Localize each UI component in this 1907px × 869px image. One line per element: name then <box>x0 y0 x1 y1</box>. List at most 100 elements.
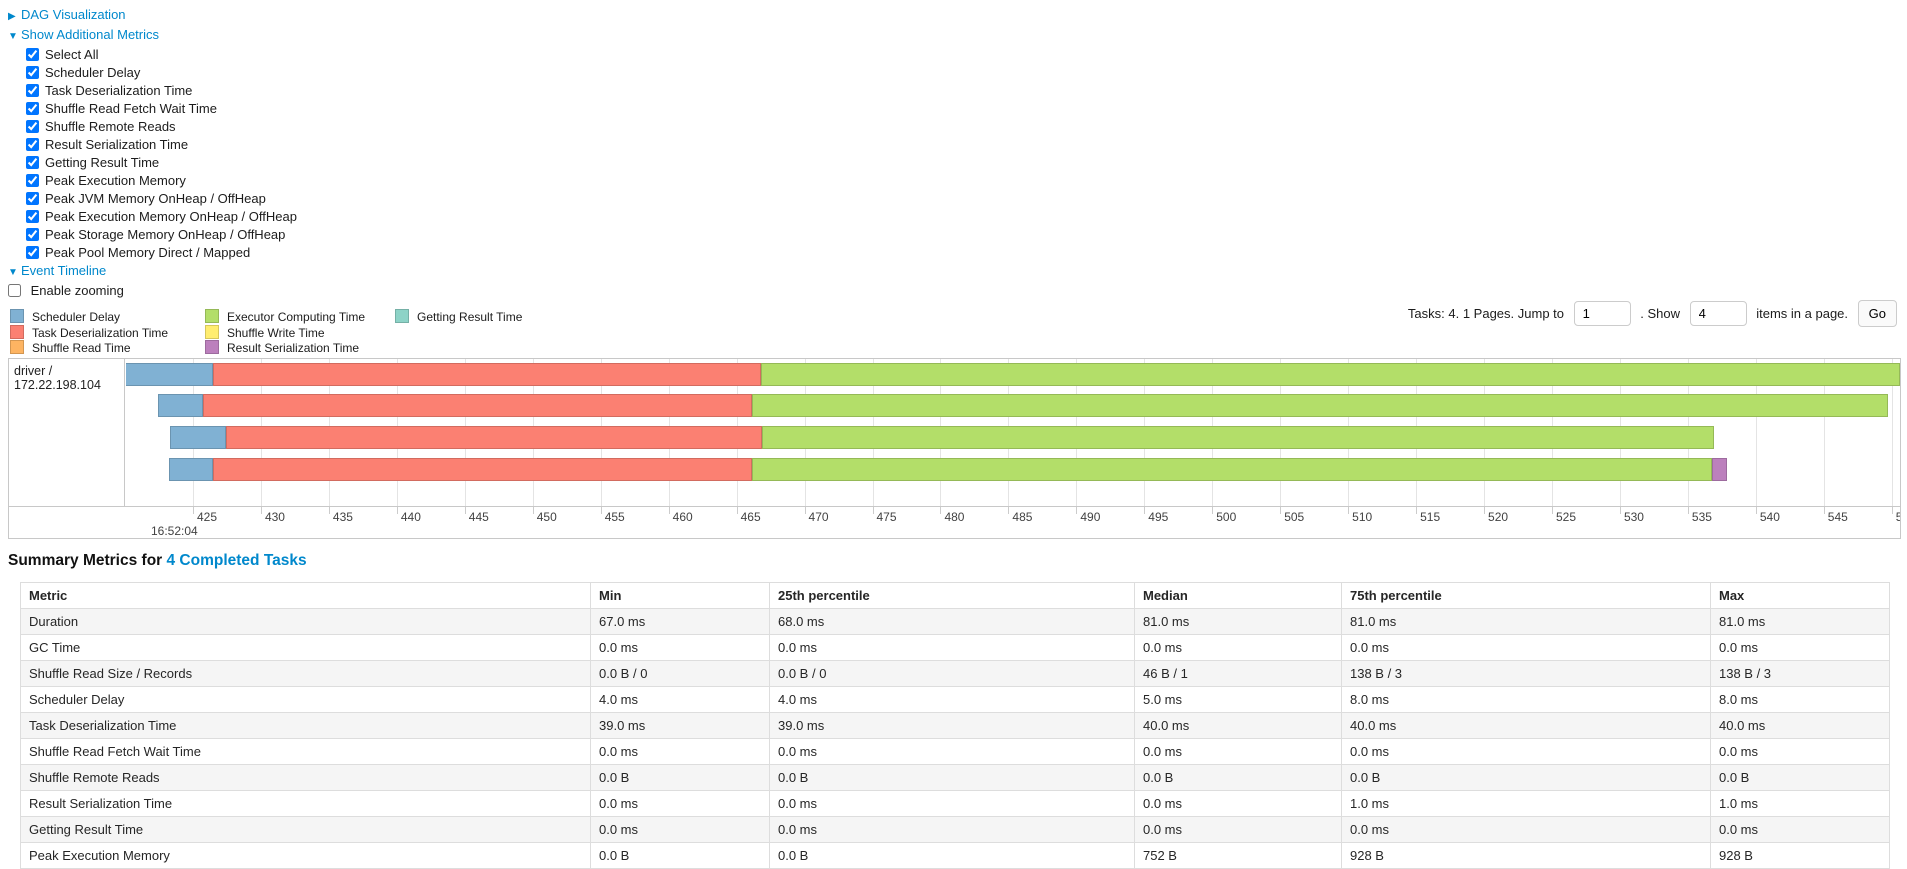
show-additional-metrics-label: Show Additional Metrics <box>21 27 160 42</box>
legend-column: Scheduler Delay Task Deserialization Time… <box>10 309 205 356</box>
table-cell: Shuffle Read Size / Records <box>20 660 591 687</box>
axis-tick-label: 520 <box>1488 510 1509 524</box>
table-cell: 8.0 ms <box>1710 686 1890 713</box>
table-header-cell: Max <box>1710 582 1890 609</box>
axis-tick-label: 440 <box>400 510 421 524</box>
task-bar-segment-executor-computing <box>751 394 1888 417</box>
legend-swatch-icon <box>395 309 409 323</box>
dag-visualization-toggle[interactable]: ▶ DAG Visualization <box>8 6 1899 26</box>
table-cell: 0.0 B <box>1134 764 1342 791</box>
metric-checkbox[interactable] <box>26 66 39 80</box>
metric-checkbox[interactable] <box>26 228 39 242</box>
table-row: Task Deserialization Time 39.0 ms 39.0 ms 4… <box>20 712 1890 739</box>
event-timeline-label: Event Timeline <box>21 263 107 278</box>
axis-tick-label: 470 <box>808 510 829 524</box>
axis-tick-label: 530 <box>1623 510 1644 524</box>
legend-swatch-icon <box>205 309 219 323</box>
table-body: Duration 67.0 ms 68.0 ms 81.0 ms 81.0 ms 81.0… <box>20 608 1890 869</box>
legend-swatch-icon <box>205 324 219 339</box>
axis-tick <box>1755 507 1757 514</box>
table-cell: 4.0 ms <box>769 686 1135 713</box>
metric-checkbox[interactable] <box>26 120 39 134</box>
task-bar-segment-executor-computing <box>751 458 1713 481</box>
table-header-cell: Median <box>1134 582 1342 609</box>
metric-checkbox-row: Peak Execution Memory <box>26 172 1899 190</box>
metric-checkbox[interactable] <box>26 48 39 62</box>
axis-tick <box>1416 507 1418 514</box>
show-additional-metrics-toggle[interactable]: ▼ Show Additional Metrics <box>8 26 1899 46</box>
axis-tick-label: 465 <box>740 510 761 524</box>
table-cell: 0.0 ms <box>590 634 770 661</box>
event-timeline-toggle[interactable]: ▼ Event Timeline <box>8 262 1899 282</box>
metric-checkbox[interactable] <box>26 210 39 224</box>
table-cell: 0.0 ms <box>1710 816 1890 843</box>
legend-label: Result Serialization Time <box>227 341 360 355</box>
axis-major-label: 16:52:04 <box>151 524 198 538</box>
metric-checkbox-row: Getting Result Time <box>26 154 1899 172</box>
legend-item: Result Serialization Time <box>205 340 395 356</box>
table-cell: 0.0 ms <box>1341 634 1711 661</box>
table-cell: 0.0 ms <box>769 816 1135 843</box>
page-size-input[interactable] <box>1689 301 1747 326</box>
pagination-items-label: items in a page. <box>1756 306 1849 321</box>
metric-checkbox[interactable] <box>26 138 39 152</box>
table-cell: 81.0 ms <box>1710 608 1890 635</box>
metric-checkbox[interactable] <box>26 192 39 206</box>
completed-tasks-link[interactable]: 4 Completed Tasks <box>166 552 307 569</box>
table-row: Shuffle Read Fetch Wait Time 0.0 ms 0.0 ms… <box>20 738 1890 765</box>
axis-tick <box>1144 507 1146 514</box>
table-cell: 0.0 B <box>1341 764 1711 791</box>
table-cell: 81.0 ms <box>1341 608 1711 635</box>
dag-visualization-label: DAG Visualization <box>21 7 126 22</box>
metric-checkbox[interactable] <box>26 246 39 260</box>
enable-zooming-checkbox[interactable] <box>8 284 21 298</box>
axis-tick <box>1891 507 1893 514</box>
metric-checkbox[interactable] <box>26 156 39 170</box>
caret-down-icon: ▼ <box>8 267 18 278</box>
table-cell: 0.0 ms <box>1341 738 1711 765</box>
axis-tick <box>736 507 738 514</box>
go-button[interactable]: Go <box>1857 300 1897 327</box>
timeline-legend: Scheduler Delay Task Deserialization Time… <box>10 309 522 356</box>
metric-checkbox-row: Peak Pool Memory Direct / Mapped <box>26 244 1899 262</box>
table-cell: 0.0 ms <box>769 738 1135 765</box>
metric-checkbox[interactable] <box>26 84 39 98</box>
table-cell: 0.0 ms <box>1134 634 1342 661</box>
axis-tick <box>1687 507 1689 514</box>
axis-tick-label: 450 <box>536 510 557 524</box>
axis-tick <box>532 507 534 514</box>
table-cell: 4.0 ms <box>590 686 770 713</box>
pagination-summary: Tasks: 4. 1 Pages. Jump to <box>1407 306 1564 321</box>
table-header-cell: 25th percentile <box>769 582 1135 609</box>
legend-swatch-icon <box>10 340 24 354</box>
metric-checkbox-label: Select All <box>45 47 99 62</box>
legend-label: Task Deserialization Time <box>32 325 169 340</box>
metric-checkbox-label: Shuffle Remote Reads <box>45 119 176 134</box>
metric-checkbox-row: Peak Execution Memory OnHeap / OffHeap <box>26 208 1899 226</box>
legend-column: Executor Computing Time Shuffle Write Tim… <box>205 309 395 356</box>
pagination-show-label: . Show <box>1640 306 1680 321</box>
axis-tick <box>328 507 330 514</box>
axis-tick <box>464 507 466 514</box>
metric-checkbox[interactable] <box>26 102 39 116</box>
legend-swatch-icon <box>10 324 24 339</box>
table-cell: 40.0 ms <box>1134 712 1342 739</box>
metric-checkbox-label: Shuffle Read Fetch Wait Time <box>45 101 217 116</box>
table-cell: Scheduler Delay <box>20 686 591 713</box>
table-cell: 0.0 ms <box>1134 816 1342 843</box>
table-cell: 1.0 ms <box>1341 790 1711 817</box>
axis-tick <box>1212 507 1214 514</box>
table-cell: 138 B / 3 <box>1710 660 1890 687</box>
timeline-header: Scheduler Delay Task Deserialization Time… <box>8 300 1899 358</box>
axis-tick-label: 480 <box>944 510 965 524</box>
table-row: Shuffle Remote Reads 0.0 B 0.0 B 0.0 B 0.0 B… <box>20 764 1890 791</box>
table-cell: 5.0 ms <box>1134 686 1342 713</box>
axis-tick-label: 435 <box>332 510 353 524</box>
legend-swatch-icon <box>205 340 219 354</box>
legend-swatch-icon <box>10 309 24 323</box>
metric-checkbox[interactable] <box>26 174 39 188</box>
legend-label: Shuffle Write Time <box>227 325 325 340</box>
axis-tick-label: 510 <box>1352 510 1373 524</box>
table-cell: 0.0 B / 0 <box>769 660 1135 687</box>
jump-to-page-input[interactable] <box>1573 301 1631 326</box>
